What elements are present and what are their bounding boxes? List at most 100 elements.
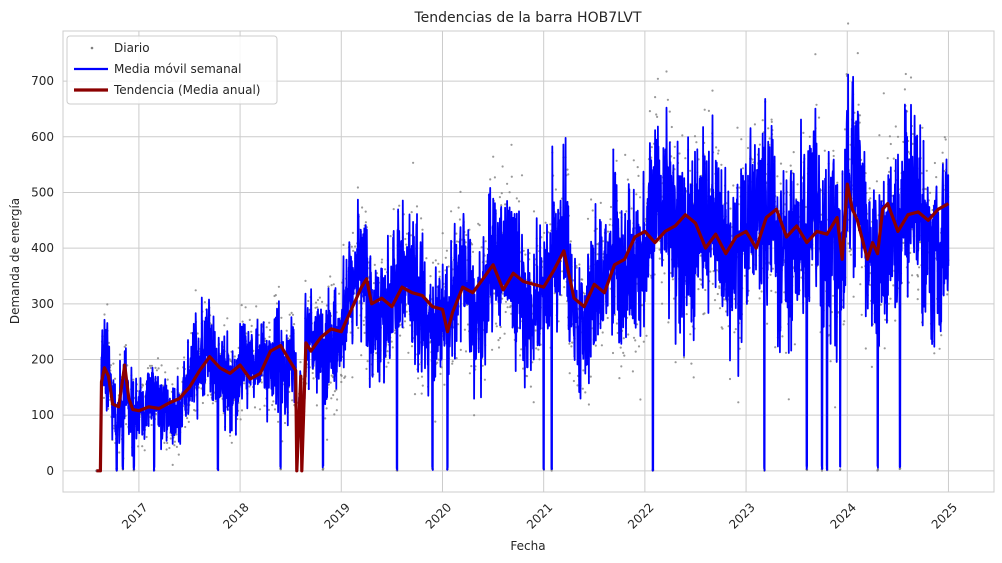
daily-point <box>459 348 462 351</box>
daily-point <box>326 438 329 441</box>
daily-point <box>728 377 732 381</box>
daily-point <box>929 191 932 194</box>
daily-point <box>921 126 924 129</box>
daily-point <box>398 204 401 207</box>
daily-point <box>350 245 353 248</box>
daily-point <box>847 22 850 25</box>
daily-point <box>524 253 527 256</box>
daily-point <box>751 158 754 161</box>
daily-point <box>590 198 593 201</box>
daily-point <box>693 135 697 138</box>
daily-point <box>656 115 659 118</box>
daily-point <box>606 316 609 320</box>
daily-point <box>671 278 675 281</box>
daily-point <box>517 200 521 203</box>
daily-point <box>916 298 919 301</box>
daily-point <box>493 176 496 179</box>
daily-point <box>410 345 414 348</box>
daily-point <box>713 299 717 302</box>
daily-point <box>711 89 714 92</box>
y-tick-label: 200 <box>31 352 54 366</box>
daily-point <box>740 138 743 141</box>
daily-point <box>118 353 122 356</box>
daily-point <box>457 206 460 209</box>
daily-point <box>441 232 444 235</box>
daily-point <box>438 275 441 278</box>
daily-point <box>498 196 501 199</box>
daily-point <box>869 197 872 200</box>
daily-point <box>241 320 244 323</box>
daily-point <box>637 345 641 348</box>
daily-point <box>933 161 937 165</box>
daily-point <box>504 310 507 314</box>
daily-point <box>421 228 424 231</box>
daily-point <box>311 371 314 375</box>
daily-point <box>843 320 846 323</box>
daily-point <box>386 350 389 353</box>
daily-point <box>184 425 187 429</box>
daily-point <box>443 383 446 386</box>
daily-point <box>940 334 943 337</box>
daily-point <box>362 319 365 322</box>
daily-point <box>299 361 302 364</box>
daily-point <box>578 263 581 266</box>
daily-point <box>594 344 597 347</box>
daily-point <box>340 380 343 384</box>
daily-point <box>515 197 518 200</box>
daily-point <box>420 217 423 220</box>
daily-point <box>808 135 811 138</box>
daily-point <box>403 320 407 323</box>
daily-point <box>497 339 500 342</box>
daily-point <box>823 149 826 152</box>
daily-point <box>365 367 368 370</box>
daily-point <box>832 149 835 152</box>
daily-point <box>164 371 167 374</box>
daily-point <box>615 159 618 162</box>
daily-point <box>137 445 140 448</box>
daily-point <box>622 351 625 354</box>
daily-point <box>703 312 706 315</box>
daily-point <box>668 110 671 113</box>
daily-point <box>173 444 176 447</box>
daily-point <box>715 146 718 149</box>
daily-point <box>620 365 623 368</box>
daily-point <box>450 210 453 213</box>
daily-point <box>169 437 172 440</box>
y-tick-label: 700 <box>31 74 54 88</box>
daily-point <box>741 167 745 170</box>
daily-point <box>774 291 777 294</box>
daily-point <box>497 346 501 349</box>
daily-point <box>332 393 335 397</box>
daily-point <box>781 335 784 338</box>
daily-point <box>499 336 502 340</box>
daily-point <box>330 397 333 400</box>
daily-point <box>420 375 424 378</box>
daily-point <box>692 376 695 379</box>
daily-point <box>150 423 153 427</box>
daily-point <box>255 305 258 308</box>
y-tick-label: 300 <box>31 297 54 311</box>
daily-point <box>385 365 388 368</box>
daily-point <box>721 327 724 330</box>
daily-point <box>196 332 199 335</box>
daily-point <box>434 420 437 423</box>
daily-point <box>103 313 106 316</box>
daily-point <box>425 257 428 260</box>
daily-point <box>860 313 863 316</box>
daily-point <box>272 400 275 403</box>
daily-point <box>141 384 145 387</box>
daily-point <box>534 329 537 332</box>
daily-point <box>832 294 835 297</box>
daily-point <box>102 396 105 399</box>
daily-point <box>321 300 324 303</box>
daily-point <box>857 103 860 106</box>
daily-point <box>165 448 168 451</box>
legend-label-annual: Tendencia (Media anual) <box>113 83 260 97</box>
daily-point <box>273 408 277 411</box>
daily-point <box>601 331 604 334</box>
daily-point <box>887 302 890 305</box>
daily-point <box>230 441 233 444</box>
daily-point <box>407 351 410 354</box>
daily-point <box>463 328 466 331</box>
daily-point <box>903 88 907 91</box>
